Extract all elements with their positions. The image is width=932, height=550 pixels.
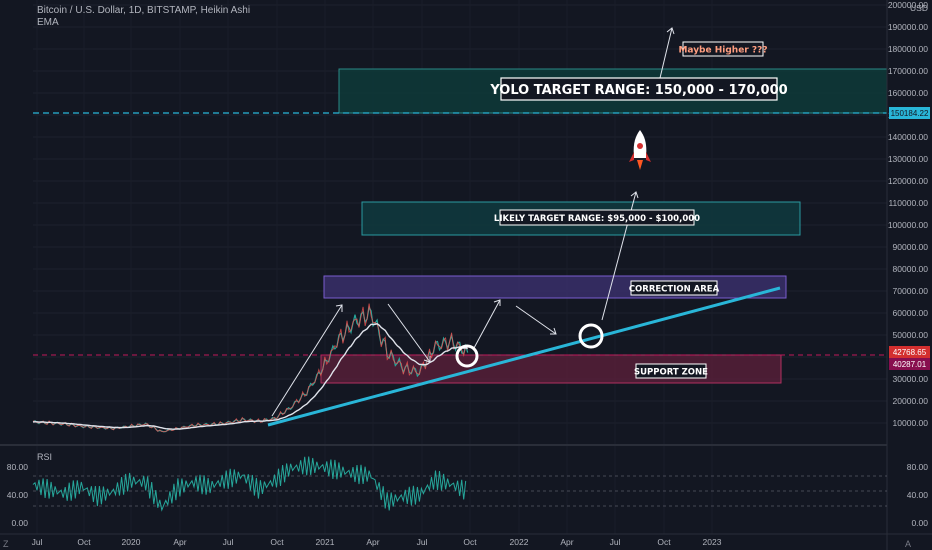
time-tick-label: Jul [610,537,621,547]
price-tick-label: 50000.00 [893,330,929,340]
support-label: SUPPORT ZONE [634,363,708,379]
svg-text:CORRECTION AREA: CORRECTION AREA [629,285,720,295]
time-tick-label: 2023 [703,537,722,547]
marker-circle-current [455,344,479,368]
time-tick-label: Apr [560,537,573,547]
price-tick-label: 180000.00 [888,44,928,54]
time-tick-label: Jul [32,537,43,547]
rocket-icon [629,130,651,170]
svg-text:YOLO TARGET RANGE: 150,000 - 1: YOLO TARGET RANGE: 150,000 - 170,000 [489,83,787,98]
correction-label: CORRECTION AREA [629,280,720,296]
time-tick-label: 2020 [122,537,141,547]
svg-text:SUPPORT ZONE: SUPPORT ZONE [634,368,708,378]
svg-text:150184.22: 150184.22 [891,109,929,118]
corner-right-label: A [905,539,912,549]
time-tick-label: Oct [77,537,91,547]
current-price-tag-lower: 40287.01 [889,358,930,370]
price-tick-label: 140000.00 [888,132,928,142]
marker-circle-trendline [578,323,604,349]
rsi-tick-label-left: 80.00 [7,462,29,472]
price-tick-label: 10000.00 [893,418,929,428]
time-tick-label: Oct [463,537,477,547]
price-series-down [32,303,469,433]
time-tick-label: Jul [417,537,428,547]
price-tick-label: 70000.00 [893,286,929,296]
price-tick-label: 30000.00 [893,374,929,384]
rsi-label: RSI [37,452,52,462]
rsi-pane[interactable]: RSI [32,452,887,512]
time-axis[interactable]: Jul Oct 2020 Apr Jul Oct 2021 Apr Jul Oct 2022 Apr J… [32,537,722,547]
rsi-tick-label-left: 40.00 [7,490,29,500]
currency-label: USD [910,3,928,13]
svg-text:40287.01: 40287.01 [893,360,927,369]
support-trendline [267,286,781,427]
corner-left-label: Z [3,539,9,549]
indicator-label: EMA [37,17,59,28]
rsi-tick-label-right: 0.00 [911,518,928,528]
time-tick-label: Jul [223,537,234,547]
svg-text:Maybe Higher ???: Maybe Higher ??? [678,46,767,56]
time-tick-label: Apr [173,537,186,547]
rsi-tick-label-right: 80.00 [907,462,929,472]
price-tick-label: 170000.00 [888,66,928,76]
chart-title: Bitcoin / U.S. Dollar, 1D, BITSTAMP, Hei… [37,5,251,16]
price-tick-label: 90000.00 [893,242,929,252]
price-tick-label: 120000.00 [888,176,928,186]
time-tick-label: 2022 [510,537,529,547]
price-tick-label: 160000.00 [888,88,928,98]
rsi-tick-label-right: 40.00 [907,490,929,500]
current-price-tag-upper: 42768.65 [889,346,930,358]
time-tick-label: Apr [366,537,379,547]
svg-text:LIKELY TARGET RANGE: $95,000 -: LIKELY TARGET RANGE: $95,000 - $100,000 [494,214,700,224]
price-axis-ticks: 10000.0020000.0030000.0040000.0050000.00… [888,0,928,428]
ema-line [32,323,468,430]
time-tick-label: 2021 [316,537,335,547]
price-axis[interactable] [887,0,932,445]
price-tick-label: 200000.00 [888,0,928,10]
price-tick-label: 100000.00 [888,220,928,230]
price-tick-label: 80000.00 [893,264,929,274]
likely-label: LIKELY TARGET RANGE: $95,000 - $100,000 [494,209,700,226]
price-tick-label: 190000.00 [888,22,928,32]
target-price-tag: 150184.22 [889,107,930,119]
support-zone-box [320,354,782,384]
price-tick-label: 130000.00 [888,154,928,164]
maybe-higher-label: Maybe Higher ??? [678,41,768,57]
rsi-line [32,456,467,512]
price-tick-label: 20000.00 [893,396,929,406]
time-tick-label: Oct [270,537,284,547]
price-tick-label: 60000.00 [893,308,929,318]
rsi-tick-label-left: 0.00 [11,518,28,528]
yolo-label: YOLO TARGET RANGE: 150,000 - 170,000 [489,77,788,101]
price-tick-label: 110000.00 [888,198,928,208]
time-tick-label: Oct [657,537,671,547]
svg-text:42768.65: 42768.65 [893,348,927,357]
rsi-axis-ticks: 0.00 0.00 40.00 40.00 80.00 80.00 [7,462,929,528]
